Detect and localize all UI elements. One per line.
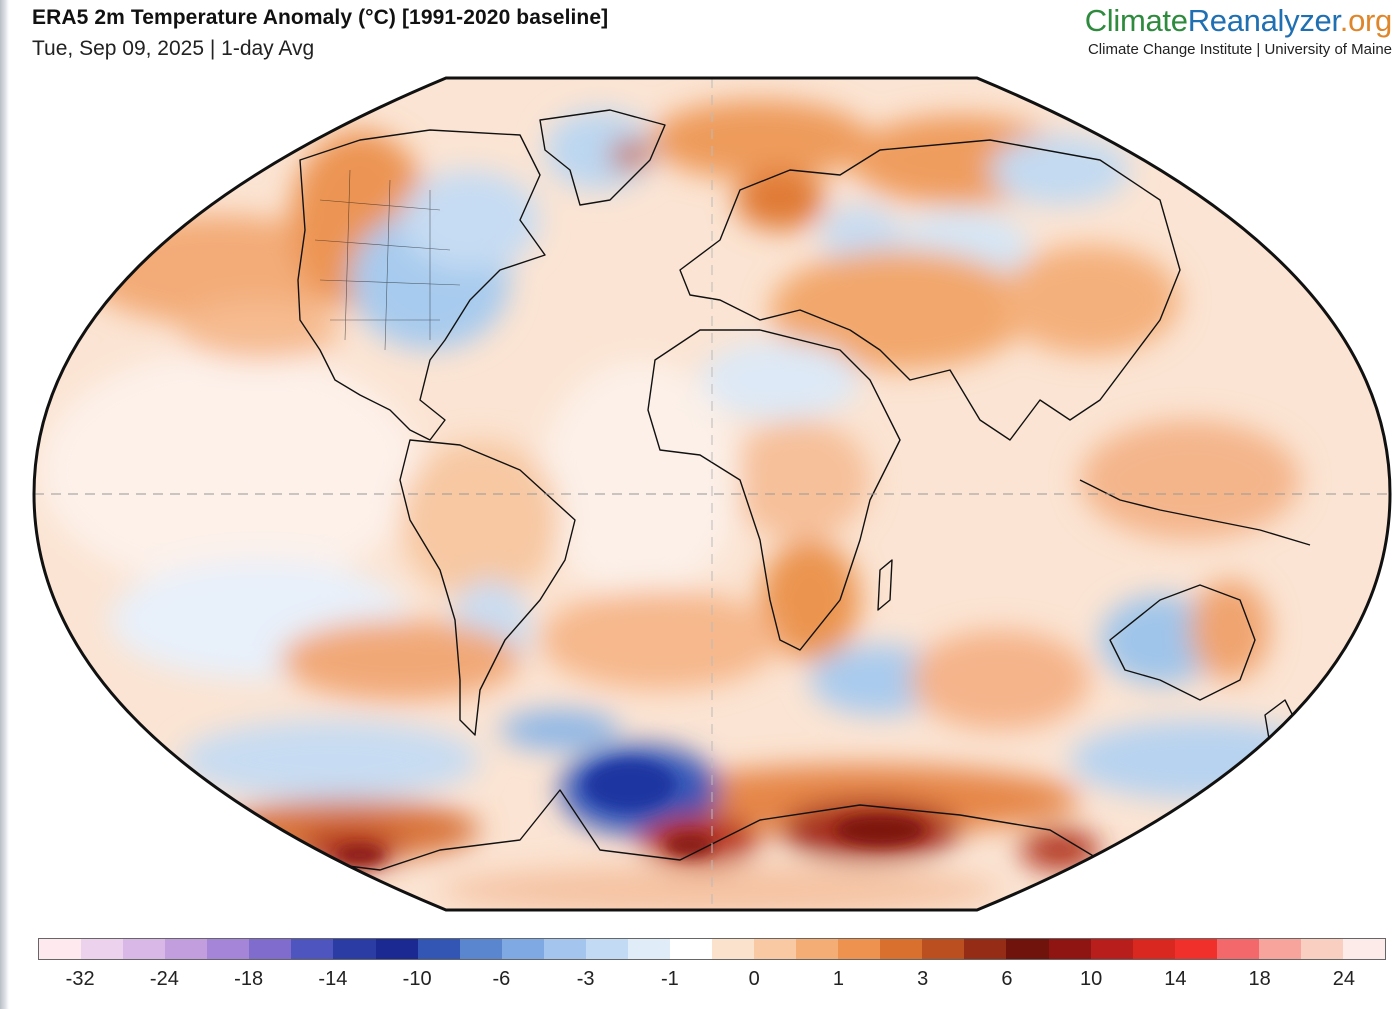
- europe-asia-outline: [679, 139, 1181, 441]
- greenland-outline: [539, 109, 666, 206]
- map-subtitle: Tue, Sep 09, 2025 | 1-day Avg: [32, 37, 315, 60]
- legend-swatch: [165, 939, 208, 959]
- legend-tick-label: -10: [402, 968, 432, 990]
- legend-tick-label: -18: [234, 968, 264, 990]
- legend-swatch: [375, 939, 418, 959]
- brand-logo-part2: Reanalyzer: [1187, 3, 1340, 38]
- indonesia-outline: [1079, 479, 1311, 546]
- legend-tick-label: -1: [660, 968, 679, 990]
- legend-swatch: [1300, 939, 1343, 959]
- legend-swatch: [1006, 939, 1049, 959]
- brand-tagline: Climate Change Institute | University of…: [1087, 41, 1392, 58]
- legend-swatch: [627, 939, 670, 959]
- legend-tick-label: -6: [492, 968, 511, 990]
- brand-logo[interactable]: ClimateReanalyzer.org: [1084, 3, 1393, 38]
- africa-outline: [647, 329, 901, 651]
- legend-swatch: [417, 939, 460, 959]
- antarctica-outline: [299, 789, 1101, 871]
- legend-swatch: [81, 939, 124, 959]
- legend-swatch: [333, 939, 376, 959]
- brand-block[interactable]: ClimateReanalyzer.org Climate Change Ins…: [1084, 3, 1393, 59]
- legend-swatch: [459, 939, 502, 959]
- legend-swatch: [922, 939, 965, 959]
- legend-swatch: [1174, 939, 1217, 959]
- brand-logo-part3: .org: [1339, 3, 1393, 38]
- madagascar-outline: [877, 559, 893, 611]
- legend-tick-label: 0: [748, 968, 760, 990]
- legend-tick-label: 10: [1080, 968, 1103, 990]
- south-america-outline: [399, 439, 576, 736]
- legend-tick-label: -32: [65, 968, 95, 990]
- legend-swatch: [669, 939, 712, 959]
- legend-tick-label: -24: [149, 968, 179, 990]
- color-legend: [38, 938, 1386, 960]
- legend-swatch: [964, 939, 1007, 959]
- legend-swatch: [1048, 939, 1091, 959]
- legend-swatch: [585, 939, 628, 959]
- legend-swatch: [501, 939, 544, 959]
- legend-tick-label: 18: [1248, 968, 1271, 990]
- legend-swatch: [207, 939, 250, 959]
- legend-swatch: [123, 939, 166, 959]
- legend-tick-label: 24: [1332, 968, 1355, 990]
- legend-swatch: [880, 939, 923, 959]
- legend-swatch: [1342, 939, 1385, 959]
- legend-swatch: [712, 939, 755, 959]
- legend-swatch: [796, 939, 839, 959]
- legend-tick-label: 3: [917, 968, 929, 990]
- brand-logo-part1: Climate: [1084, 3, 1188, 38]
- legend-tick-label: 14: [1164, 968, 1187, 990]
- legend-tick-label: 1: [832, 968, 844, 990]
- legend-swatch: [1258, 939, 1301, 959]
- legend-swatch: [1132, 939, 1175, 959]
- legend-swatch: [249, 939, 292, 959]
- globe-outline: [32, 76, 1392, 912]
- legend-swatch: [754, 939, 797, 959]
- legend-tick-label: -3: [576, 968, 595, 990]
- coastlines: [297, 109, 1311, 871]
- map-title: ERA5 2m Temperature Anomaly (°C) [1991-2…: [32, 6, 609, 29]
- legend-ticks: -32-24-18-14-10-6-3-101361014182432: [38, 968, 1386, 996]
- state-borders: [314, 169, 461, 351]
- legend-swatch: [291, 939, 334, 959]
- window-edge: [0, 0, 9, 1009]
- legend-swatch: [543, 939, 586, 959]
- australia-outline: [1109, 584, 1256, 701]
- legend-swatch: [1090, 939, 1133, 959]
- anomaly-cores: [335, 760, 925, 865]
- north-america-outline: [297, 129, 546, 441]
- legend-swatch: [838, 939, 881, 959]
- legend-swatch: [1216, 939, 1259, 959]
- legend-tick-label: 6: [1001, 968, 1013, 990]
- legend-swatch: [39, 939, 82, 959]
- legend-tick-label: -14: [318, 968, 348, 990]
